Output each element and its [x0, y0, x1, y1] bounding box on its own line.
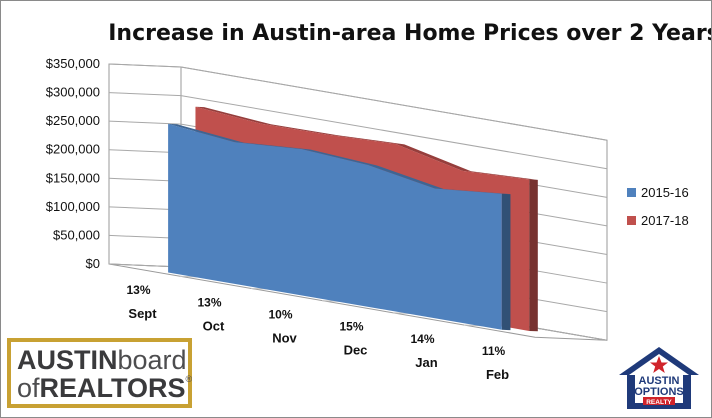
y-tick-label: $300,000 — [46, 85, 100, 100]
y-tick-label: $100,000 — [46, 199, 100, 214]
y-tick-label: $350,000 — [46, 56, 100, 71]
svg-text:REALTY: REALTY — [646, 399, 672, 406]
y-tick-label: $50,000 — [53, 227, 100, 242]
percent-label: 15% — [339, 320, 363, 334]
y-tick-label: $150,000 — [46, 170, 100, 185]
percent-label: 10% — [268, 308, 292, 322]
series-layer — [168, 106, 538, 332]
legend-label: 2017-18 — [641, 213, 689, 228]
category-label: Oct — [203, 318, 225, 333]
legend-swatch — [627, 188, 636, 197]
category-label: Feb — [486, 367, 509, 382]
percent-label: 13% — [197, 295, 221, 309]
series-end-2017-18 — [529, 179, 538, 332]
legend-swatch — [627, 216, 636, 225]
percent-label: 13% — [126, 283, 150, 297]
chart-title: Increase in Austin-area Home Prices over… — [108, 21, 711, 46]
series-face-2015-16 — [168, 123, 502, 330]
series-top-2017-18 — [195, 106, 538, 180]
legend: 2015-16 2017-18 — [627, 185, 689, 228]
category-label: Jan — [415, 355, 437, 370]
legend-label: 2015-16 — [641, 185, 689, 200]
y-tick-label: $250,000 — [46, 113, 100, 128]
category-label: Nov — [272, 331, 297, 346]
y-axis-ticks: $0 $50,000 $100,000 $150,000 $200,000 $250,00… — [46, 56, 100, 271]
gridline — [108, 92, 608, 170]
svg-text:OPTIONS: OPTIONS — [634, 386, 684, 398]
svg-text:AUSTIN: AUSTIN — [639, 375, 680, 387]
category-label: Sept — [128, 306, 157, 321]
percent-label: 14% — [410, 332, 434, 346]
gridline — [108, 63, 608, 141]
austin-options-realty-logo: AUSTIN OPTIONS REALTY — [619, 347, 699, 409]
x-axis-categories: 13% Sept 13% Oct 10% Nov 15% Dec 14% Jan 11% Feb — [126, 283, 509, 382]
y-tick-label: $200,000 — [46, 142, 100, 157]
category-label: Dec — [344, 343, 368, 358]
percent-label: 11% — [482, 344, 506, 358]
series-end-2015-16 — [501, 193, 511, 331]
y-tick-label: $0 — [86, 256, 100, 271]
austin-board-of-realtors-logo: AUSTINboard ofREALTORS® — [7, 338, 192, 408]
